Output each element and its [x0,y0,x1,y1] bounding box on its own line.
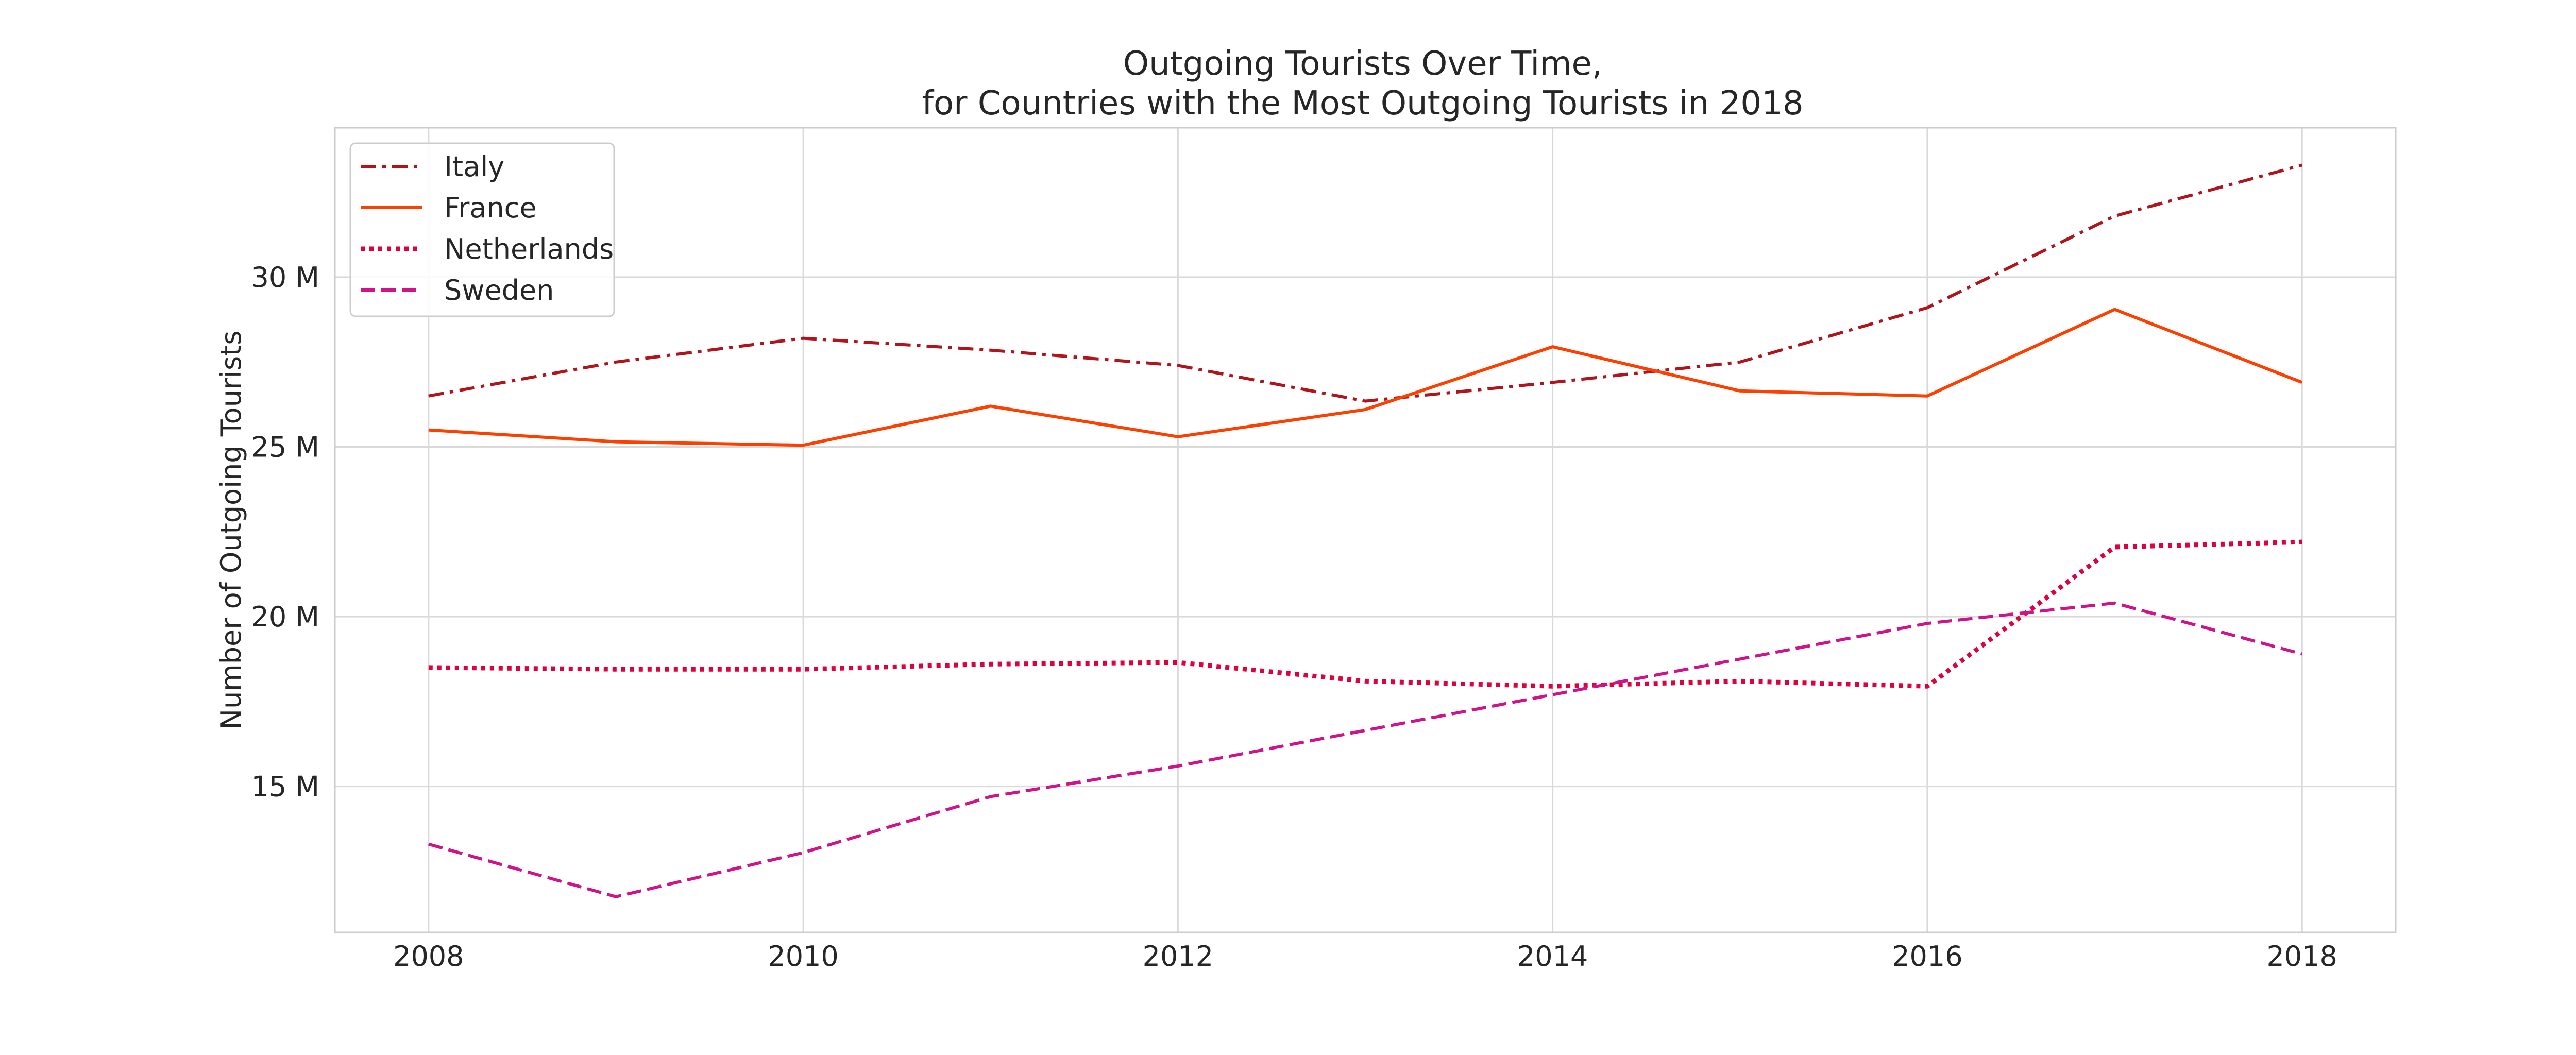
series-lines [428,163,2303,898]
y-tick-label: 15 M [251,771,319,803]
x-tick-label: 2008 [393,940,464,973]
y-tick-label: 25 M [251,431,319,464]
legend-label-sweden: Sweden [444,274,554,307]
series-line-italy [428,163,2302,403]
x-tick-label: 2018 [2266,940,2337,973]
y-axis-label: Number of Outgoing Tourists [215,331,247,730]
legend-label-netherlands: Netherlands [444,233,614,265]
x-tick-label: 2014 [1517,940,1588,973]
x-tick-labels: 2008 2010 2012 2014 2016 2018 [393,940,2337,973]
y-tick-label: 30 M [251,261,319,294]
series-line-sweden [428,601,2302,898]
legend-label-italy: Italy [444,150,504,183]
x-tick-label: 2012 [1143,940,1213,973]
y-tick-label: 20 M [251,601,319,633]
legend-frame [349,142,615,317]
grid-lines [335,128,2396,932]
plot-area-frame [334,127,2397,933]
legend: Italy France Netherlands Sweden [349,142,615,317]
legend-label-france: France [444,192,537,224]
x-tick-label: 2016 [1892,940,1962,973]
series-line-netherlands [428,539,2302,689]
series-line-france [428,308,2303,447]
x-tick-label: 2010 [768,940,838,973]
chart-title-line-2: for Countries with the Most Outgoing Tou… [922,84,1803,123]
y-tick-labels: 15 M 20 M 25 M 30 M [251,261,319,803]
chart-title-line-1: Outgoing Tourists Over Time, [1123,45,1603,83]
